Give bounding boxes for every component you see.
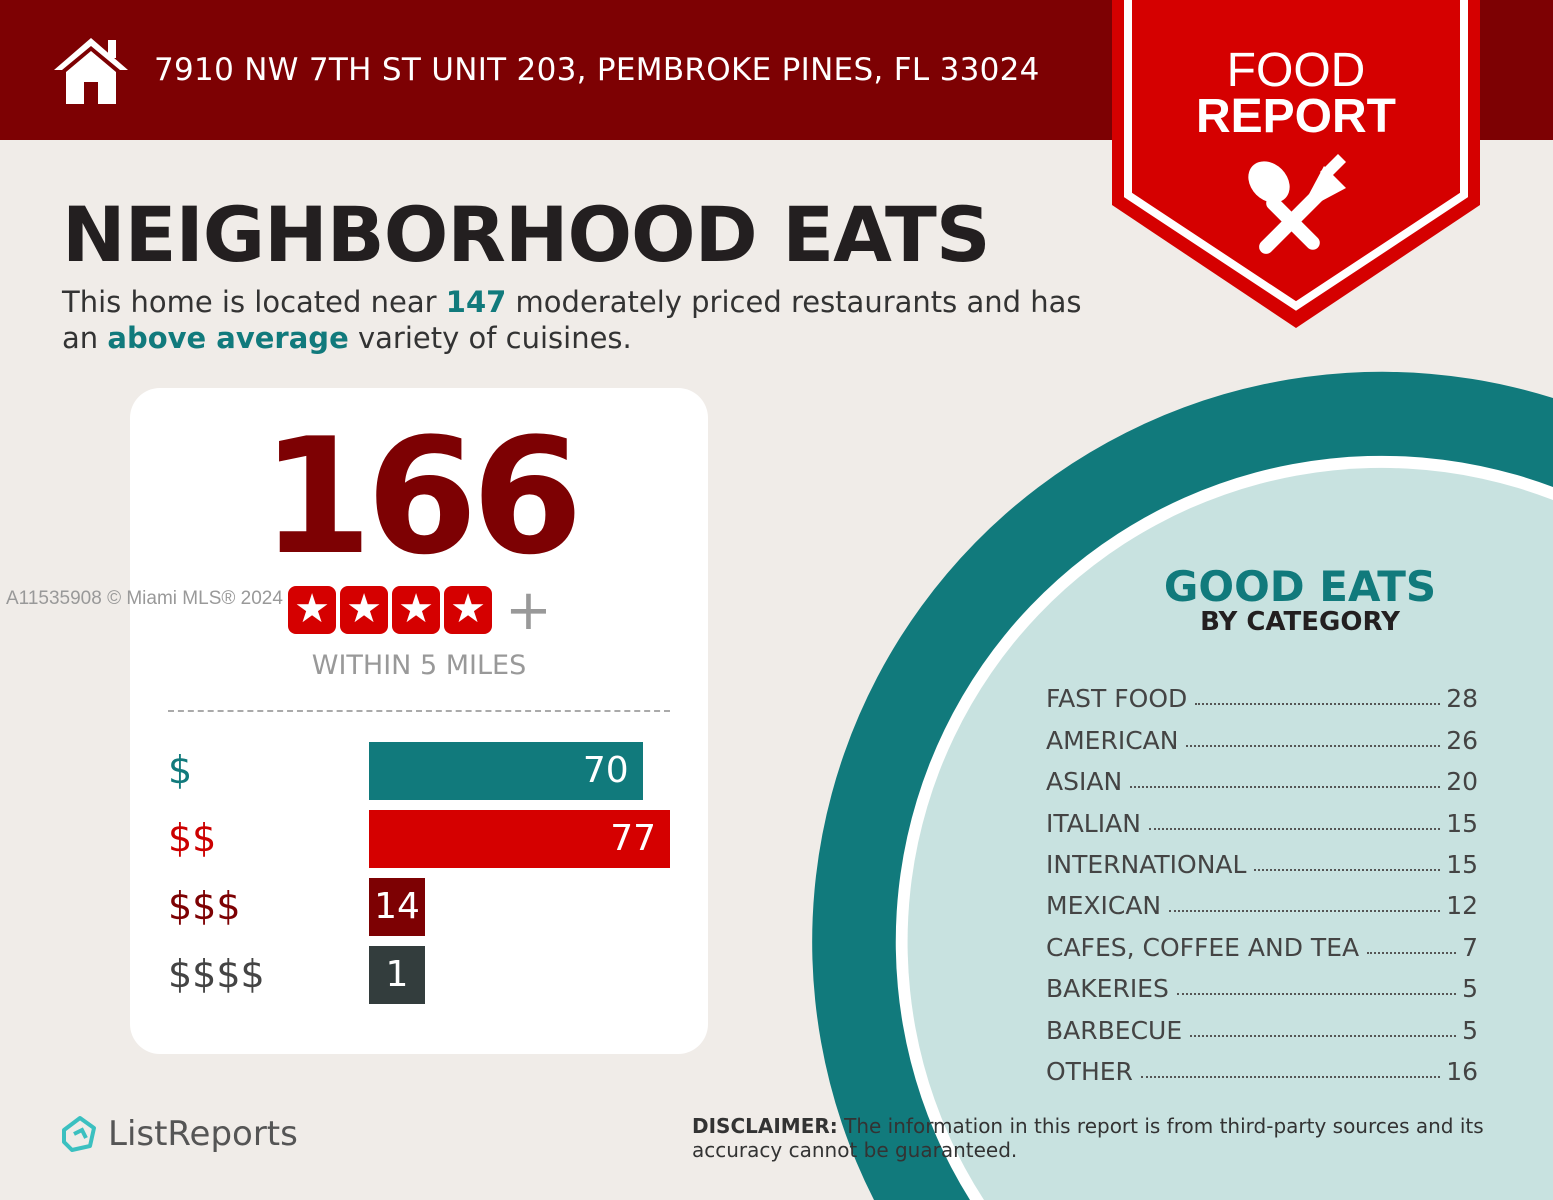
- brand-name: ListReports: [108, 1114, 298, 1154]
- price-tier-row: $$$ 14: [168, 878, 678, 936]
- category-item: ITALIAN 15: [1046, 796, 1478, 838]
- subtitle-text: variety of cuisines.: [348, 321, 632, 355]
- category-name: CAFES, COFFEE AND TEA: [1046, 932, 1360, 962]
- variety-rating: above average: [107, 321, 349, 355]
- good-eats-heading: GOOD EATS BY CATEGORY: [1100, 562, 1500, 637]
- price-tier-label: $$$: [168, 884, 241, 928]
- category-name: ASIAN: [1046, 767, 1123, 797]
- category-count: 7: [1462, 932, 1478, 962]
- category-name: MEXICAN: [1046, 891, 1162, 921]
- page-subtitle: This home is located near 147 moderately…: [62, 284, 1102, 356]
- badge-line2: REPORT: [1195, 90, 1396, 143]
- category-item: BARBECUE 5: [1046, 1003, 1478, 1045]
- page-title: NEIGHBORHOOD EATS: [62, 190, 991, 279]
- category-item: AMERICAN 26: [1046, 713, 1478, 755]
- leader-dots: [1367, 951, 1457, 954]
- good-eats-subtitle: BY CATEGORY: [1200, 607, 1400, 637]
- category-count: 15: [1446, 808, 1478, 838]
- watermark: A11535908 © Miami MLS® 2024: [6, 588, 283, 609]
- plate-center: [907, 467, 1553, 1200]
- category-item: BAKERIES 5: [1046, 962, 1478, 1003]
- category-item: ASIAN 20: [1046, 755, 1478, 796]
- star-icon: ★: [340, 586, 388, 634]
- category-name: BAKERIES: [1046, 974, 1169, 1004]
- category-item: CAFES, COFFEE AND TEA 7: [1046, 920, 1478, 962]
- star-icon: ★: [288, 586, 336, 634]
- price-tier-bar: 70: [369, 742, 643, 800]
- leader-dots: [1148, 827, 1441, 830]
- leader-dots: [1186, 744, 1441, 747]
- category-count: 5: [1462, 974, 1478, 1004]
- category-count: 16: [1446, 1056, 1478, 1086]
- category-count: 12: [1446, 891, 1478, 921]
- price-tier-bar: 1: [369, 946, 425, 1004]
- spoon-fork-icon: [1248, 154, 1346, 254]
- summary-card: 166 ★ ★ ★ ★ + WITHIN 5 MILES $70 $$ 77 $$$ 1…: [130, 388, 708, 1054]
- leader-dots: [1190, 1034, 1457, 1037]
- badge-title: FOOD REPORT: [1112, 44, 1480, 143]
- price-tier-row: $$ 77: [168, 810, 678, 868]
- category-name: FAST FOOD: [1046, 684, 1188, 714]
- restaurant-count: 147: [445, 285, 507, 319]
- good-eats-title: GOOD EATS: [1163, 562, 1437, 611]
- subtitle-text: moderately priced restaurants and has an: [62, 285, 1082, 355]
- divider: [168, 710, 670, 712]
- leader-dots: [1176, 993, 1457, 996]
- leader-dots: [1130, 786, 1441, 789]
- total-count: 166: [261, 403, 583, 590]
- disclaimer-text: The information in this report is from t…: [692, 1114, 1484, 1162]
- category-count: 28: [1446, 684, 1478, 714]
- listreports-logo: ListReports: [60, 1114, 298, 1154]
- price-tier-bar: 77: [369, 810, 670, 868]
- category-item: FAST FOOD 28: [1046, 672, 1478, 713]
- rating-plus: +: [505, 578, 552, 643]
- leader-dots: [1195, 703, 1441, 706]
- category-count: 26: [1446, 725, 1478, 755]
- star-icon: ★: [392, 586, 440, 634]
- property-address: 7910 NW 7TH ST UNIT 203, PEMBROKE PINES,…: [154, 52, 1040, 88]
- category-name: ITALIAN: [1046, 808, 1141, 838]
- disclaimer: DISCLAIMER: The information in this repo…: [692, 1114, 1492, 1162]
- disclaimer-label: DISCLAIMER:: [692, 1114, 838, 1138]
- price-tier-row: $70: [168, 742, 678, 800]
- price-tier-label: $: [168, 748, 193, 792]
- category-name: AMERICAN: [1046, 725, 1179, 755]
- category-name: BARBECUE: [1046, 1015, 1183, 1045]
- badge-line1: FOOD: [1226, 44, 1366, 97]
- leader-dots: [1254, 868, 1441, 871]
- price-tier-label: $$$$: [168, 952, 265, 996]
- star-rating: ★ ★ ★ ★: [288, 586, 492, 634]
- home-icon: [54, 38, 128, 104]
- category-list: FAST FOOD 28 AMERICAN 26 ASIAN 20 ITALIAN 15 INT…: [1046, 672, 1478, 1086]
- price-tier-bar: 14: [369, 878, 425, 936]
- category-count: 20: [1446, 767, 1478, 797]
- category-item: OTHER 16: [1046, 1045, 1478, 1086]
- leader-dots: [1140, 1075, 1441, 1078]
- category-count: 5: [1462, 1015, 1478, 1045]
- price-tier-label: $$: [168, 816, 217, 860]
- category-item: INTERNATIONAL 15: [1046, 838, 1478, 879]
- category-count: 15: [1446, 849, 1478, 879]
- leader-dots: [1169, 910, 1441, 913]
- subtitle-text: This home is located near: [62, 285, 446, 319]
- food-report-badge: [1112, 0, 1480, 328]
- star-icon: ★: [444, 586, 492, 634]
- price-tier-row: $$$$ 1: [168, 946, 678, 1004]
- category-item: MEXICAN 12: [1046, 879, 1478, 920]
- category-name: INTERNATIONAL: [1046, 849, 1247, 879]
- listreports-logo-icon: [62, 1116, 96, 1152]
- radius-label: WITHIN 5 MILES: [311, 650, 527, 681]
- category-name: OTHER: [1046, 1056, 1133, 1086]
